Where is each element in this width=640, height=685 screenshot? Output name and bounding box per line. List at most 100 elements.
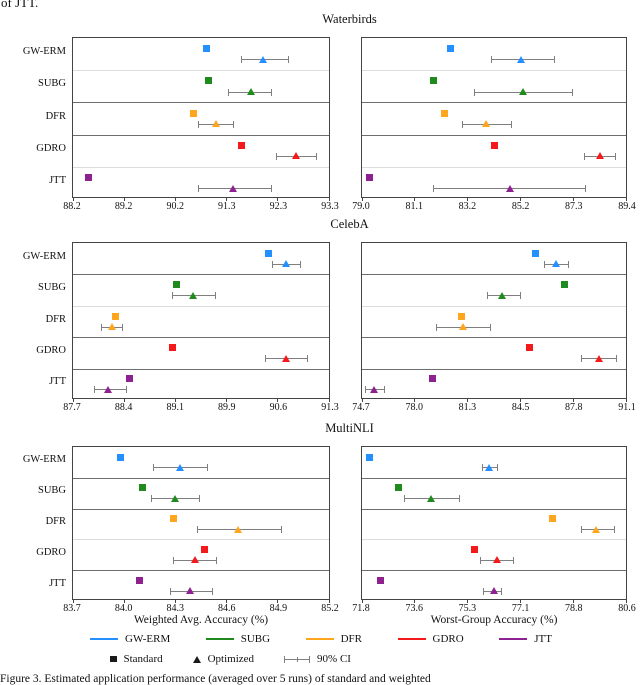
legend-method-jtt: JTT — [499, 633, 552, 645]
standard-marker-dfr — [189, 109, 197, 117]
optimized-marker-gdro — [291, 152, 300, 160]
ci-cap-left — [240, 56, 242, 64]
standard-square-icon — [110, 655, 117, 663]
panel-multinli-worst-group — [361, 446, 627, 603]
tick-label: 78.8 — [565, 603, 583, 614]
ci-cap-left — [197, 185, 199, 193]
optimized-marker-dfr — [234, 525, 243, 533]
standard-marker-gw-erm — [532, 249, 540, 257]
standard-marker-subg — [205, 77, 213, 85]
optimized-marker-jtt — [489, 587, 498, 595]
tick-label: 89.1 — [166, 402, 184, 413]
axis-tick — [414, 600, 416, 603]
tick-label: 84.0 — [114, 603, 133, 614]
ci-cap-left — [152, 464, 154, 472]
tick-label: 71.8 — [352, 603, 370, 614]
legend-line-jtt-icon — [499, 638, 528, 640]
ci-cap-right — [501, 587, 502, 595]
standard-marker-gw-erm — [366, 453, 373, 461]
axis-tick — [328, 198, 330, 201]
row-separator — [73, 368, 329, 370]
row-label-gdro: GDRO — [36, 546, 66, 558]
axis-tick — [328, 600, 330, 603]
row-separator — [362, 274, 626, 276]
ci-cap-left — [275, 152, 277, 160]
ci-cap-right — [511, 120, 513, 128]
standard-marker-gdro — [471, 546, 478, 554]
row-separator — [73, 102, 329, 104]
axis-tick — [174, 198, 176, 201]
x-axis-label-weighted-avg: Weighted Avg. Accuracy (%) — [133, 614, 269, 626]
optimized-marker-dfr — [211, 120, 220, 128]
axis-tick — [625, 600, 627, 603]
row-separator — [73, 274, 329, 276]
x-axis-label-worst-group: Worst-Group Accuracy (%) — [430, 614, 558, 626]
ci-cap-right — [567, 260, 569, 268]
ci-cap-left — [169, 587, 171, 595]
row-label-gw-erm: GW-ERM — [22, 46, 66, 58]
axis-tick — [572, 198, 574, 201]
ci-cap-right — [280, 526, 282, 534]
legend-marker-standard: Standard — [110, 653, 163, 665]
legend-method-label: JTT — [534, 633, 552, 645]
tick-label: 87.8 — [565, 402, 583, 413]
optimized-marker-dfr — [481, 120, 490, 128]
optimized-marker-jtt — [229, 184, 238, 192]
ci-cap-right — [513, 556, 514, 564]
ci-cap-right — [207, 464, 209, 472]
standard-marker-gdro — [525, 344, 533, 352]
row-label-subg: SUBG — [37, 282, 66, 294]
tick-label: 89.4 — [618, 201, 636, 212]
optimized-marker-dfr — [591, 525, 600, 533]
legend-marker-label: 90% CI — [317, 653, 351, 665]
optimized-marker-subg — [170, 494, 179, 502]
legend-marker-label: Optimized — [207, 653, 255, 665]
row-label-jtt: JTT — [49, 376, 66, 388]
ci-cap-right — [496, 464, 498, 472]
row-separator — [73, 539, 329, 541]
tick-label: 84.3 — [166, 603, 184, 614]
standard-marker-jtt — [366, 173, 374, 181]
ci-cap-left — [474, 88, 476, 96]
row-label-gw-erm: GW-ERM — [22, 454, 66, 466]
ci-cap-left — [583, 152, 585, 160]
ci-center-tick — [297, 656, 299, 662]
optimized-marker-gdro — [191, 556, 200, 564]
legend-method-label: GW-ERM — [125, 633, 171, 645]
tick-label: 92.3 — [269, 201, 288, 212]
tick-label: 91.1 — [618, 402, 636, 413]
standard-marker-gw-erm — [447, 45, 455, 53]
ci-cap-right — [584, 185, 586, 193]
optimized-marker-gdro — [492, 556, 501, 564]
row-separator — [362, 102, 626, 104]
row-separator — [73, 166, 329, 168]
optimized-marker-jtt — [186, 587, 195, 595]
row-label-gw-erm: GW-ERM — [22, 250, 66, 262]
standard-marker-gw-erm — [117, 453, 125, 461]
ci-cap-left — [364, 386, 366, 394]
row-label-jtt: JTT — [49, 174, 66, 186]
legend-method-label: SUBG — [240, 633, 271, 645]
row-separator — [362, 166, 626, 168]
tick-label: 91.3 — [218, 201, 236, 212]
standard-marker-jtt — [136, 576, 144, 584]
tick-label: 73.6 — [405, 603, 423, 614]
optimized-marker-subg — [246, 88, 255, 96]
row-label-subg: SUBG — [37, 78, 66, 90]
legend-marker-label: Standard — [123, 653, 163, 665]
row-label-dfr: DFR — [45, 313, 66, 325]
optimized-marker-subg — [426, 494, 435, 502]
axis-tick — [123, 399, 125, 402]
tick-label: 74.7 — [352, 402, 370, 413]
standard-marker-dfr — [112, 312, 120, 320]
panel-celeba-worst-group — [361, 242, 627, 402]
tick-label: 79.0 — [352, 201, 370, 212]
axis-tick — [72, 198, 74, 201]
axis-tick — [174, 399, 176, 402]
ci-cap-left — [173, 556, 175, 564]
ci-cap-left — [487, 292, 489, 300]
standard-marker-gdro — [237, 141, 245, 149]
ci-cap-right — [384, 386, 386, 394]
ci-cap-left — [271, 260, 273, 268]
tick-label: 88.4 — [114, 402, 133, 413]
